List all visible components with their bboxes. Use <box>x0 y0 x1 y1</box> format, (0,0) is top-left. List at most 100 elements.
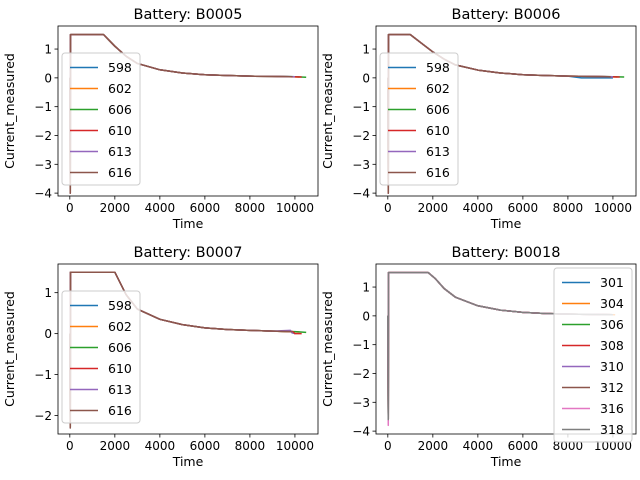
subplot-4: 0 2000 4000 6000 8000 10000−4−3−2−101Battery:… <box>320 245 637 469</box>
legend-label-610: 610 <box>426 123 450 138</box>
legend-label-598: 598 <box>108 60 132 75</box>
legend-label-316: 316 <box>600 401 624 416</box>
x-tick-label: 8000 <box>235 439 266 453</box>
legend-label-613: 613 <box>108 382 132 397</box>
x-tick-label: 6000 <box>508 439 539 453</box>
subplot-3: 0 2000 4000 6000 8000 10000 −2 −1 0 1 Battery: B00… <box>2 245 319 469</box>
y-tick-label: −3 <box>352 396 370 410</box>
y-axis-label: Current_measured <box>2 53 17 169</box>
x-tick-label: 8000 <box>553 201 584 215</box>
legend-label-610: 610 <box>108 361 132 376</box>
legend-label-598: 598 <box>108 298 132 313</box>
legend-label-306: 306 <box>600 317 624 332</box>
x-tick-label: 10000 <box>276 201 314 215</box>
legend-label-616: 616 <box>108 403 132 418</box>
y-tick-label: 1 <box>362 281 370 295</box>
y-tick-label: −2 <box>34 129 52 143</box>
y-tick-label: −3 <box>352 158 370 172</box>
y-tick-label: 0 <box>362 71 370 85</box>
y-tick-label: −3 <box>34 158 52 172</box>
y-axis-label: Current_measured <box>320 291 335 407</box>
series-group <box>69 271 307 429</box>
legend-label-613: 613 <box>108 144 132 159</box>
y-axis-label: Current_measured <box>320 53 335 169</box>
legend: 598 602 606 610 613 616 <box>61 290 141 424</box>
legend-label-318: 318 <box>600 422 624 437</box>
legend-label-616: 616 <box>426 165 450 180</box>
legend-label-613: 613 <box>426 144 450 159</box>
legend-label-602: 602 <box>108 81 132 96</box>
legend-label-304: 304 <box>600 296 624 311</box>
x-tick-label: 10000 <box>276 439 314 453</box>
series-group <box>69 33 307 194</box>
y-tick-label: −4 <box>352 425 370 439</box>
y-tick-label: −1 <box>34 100 52 114</box>
legend-label-310: 310 <box>600 359 624 374</box>
x-tick-label: 6000 <box>190 201 221 215</box>
x-axis-label: Time <box>172 454 204 469</box>
legend-label-606: 606 <box>108 340 132 355</box>
y-tick-label: 0 <box>44 71 52 85</box>
axes-frame <box>57 263 319 435</box>
legend-label-606: 606 <box>108 102 132 117</box>
y-tick-label: −4 <box>34 187 52 201</box>
chart-title: Battery: B0005 <box>134 7 243 23</box>
x-axis-label: Time <box>172 216 204 231</box>
legend-label-301: 301 <box>600 275 624 290</box>
series-line-616 <box>69 271 293 429</box>
y-tick-label: −4 <box>352 187 370 201</box>
x-tick-label: 0 <box>66 201 74 215</box>
y-tick-label: −1 <box>352 100 370 114</box>
y-tick-label: −1 <box>352 338 370 352</box>
chart-title: Battery: B0007 <box>134 245 243 261</box>
legend: 598 602 606 610 613 616 <box>61 52 141 186</box>
y-tick-label: 1 <box>362 43 370 57</box>
axes-frame <box>375 263 637 435</box>
x-tick-label: 6000 <box>190 439 221 453</box>
y-tick-label: −1 <box>34 368 52 382</box>
x-tick-label: 6000 <box>508 201 539 215</box>
axes-frame <box>375 25 637 197</box>
y-tick-label: 0 <box>44 327 52 341</box>
x-tick-label: 4000 <box>145 201 176 215</box>
legend-label-602: 602 <box>108 319 132 334</box>
y-tick-label: −2 <box>352 367 370 381</box>
series-line-616 <box>69 33 293 194</box>
x-tick-label: 2000 <box>100 201 131 215</box>
x-axis-label: Time <box>490 454 522 469</box>
subplot-2: 0 2000 4000 6000 8000 10000 −4 −3 −2 −1 0 1 Battery:… <box>320 7 637 231</box>
x-tick-label: 0 <box>384 201 392 215</box>
legend-label-602: 602 <box>426 81 450 96</box>
legend-label-308: 308 <box>600 338 624 353</box>
axes-frame <box>57 25 319 197</box>
y-axis-label: Current_measured <box>2 291 17 407</box>
chart-title: Battery: B0018 <box>452 245 561 261</box>
legend: 598 602 606 610 613 616 <box>379 52 459 186</box>
y-tick-label: 0 <box>362 309 370 323</box>
x-tick-label: 4000 <box>463 201 494 215</box>
chart-title: Battery: B0006 <box>452 7 561 23</box>
legend-label-616: 616 <box>108 165 132 180</box>
subplot-1: 0 2000 4000 6000 8000 10000 −4 −3 −2 −1 0 1 Battery:… <box>2 7 319 231</box>
x-tick-label: 4000 <box>145 439 176 453</box>
legend: 301 304 306 308 310 312 316 318 <box>553 267 633 443</box>
legend-label-606: 606 <box>426 102 450 117</box>
x-tick-label: 4000 <box>463 439 494 453</box>
series-group <box>387 33 625 194</box>
x-tick-label: 0 <box>384 439 392 453</box>
x-tick-label: 2000 <box>100 439 131 453</box>
legend-label-598: 598 <box>426 60 450 75</box>
legend-label-312: 312 <box>600 380 624 395</box>
x-tick-label: 10000 <box>594 201 632 215</box>
y-tick-label: −2 <box>34 409 52 423</box>
x-tick-label: 0 <box>66 439 74 453</box>
legend-box <box>553 267 633 443</box>
legend-label-610: 610 <box>108 123 132 138</box>
x-tick-label: 8000 <box>235 201 266 215</box>
y-tick-label: 1 <box>44 286 52 300</box>
y-tick-label: −2 <box>352 129 370 143</box>
x-tick-label: 2000 <box>418 439 449 453</box>
x-axis-label: Time <box>490 216 522 231</box>
y-tick-label: 1 <box>44 43 52 57</box>
